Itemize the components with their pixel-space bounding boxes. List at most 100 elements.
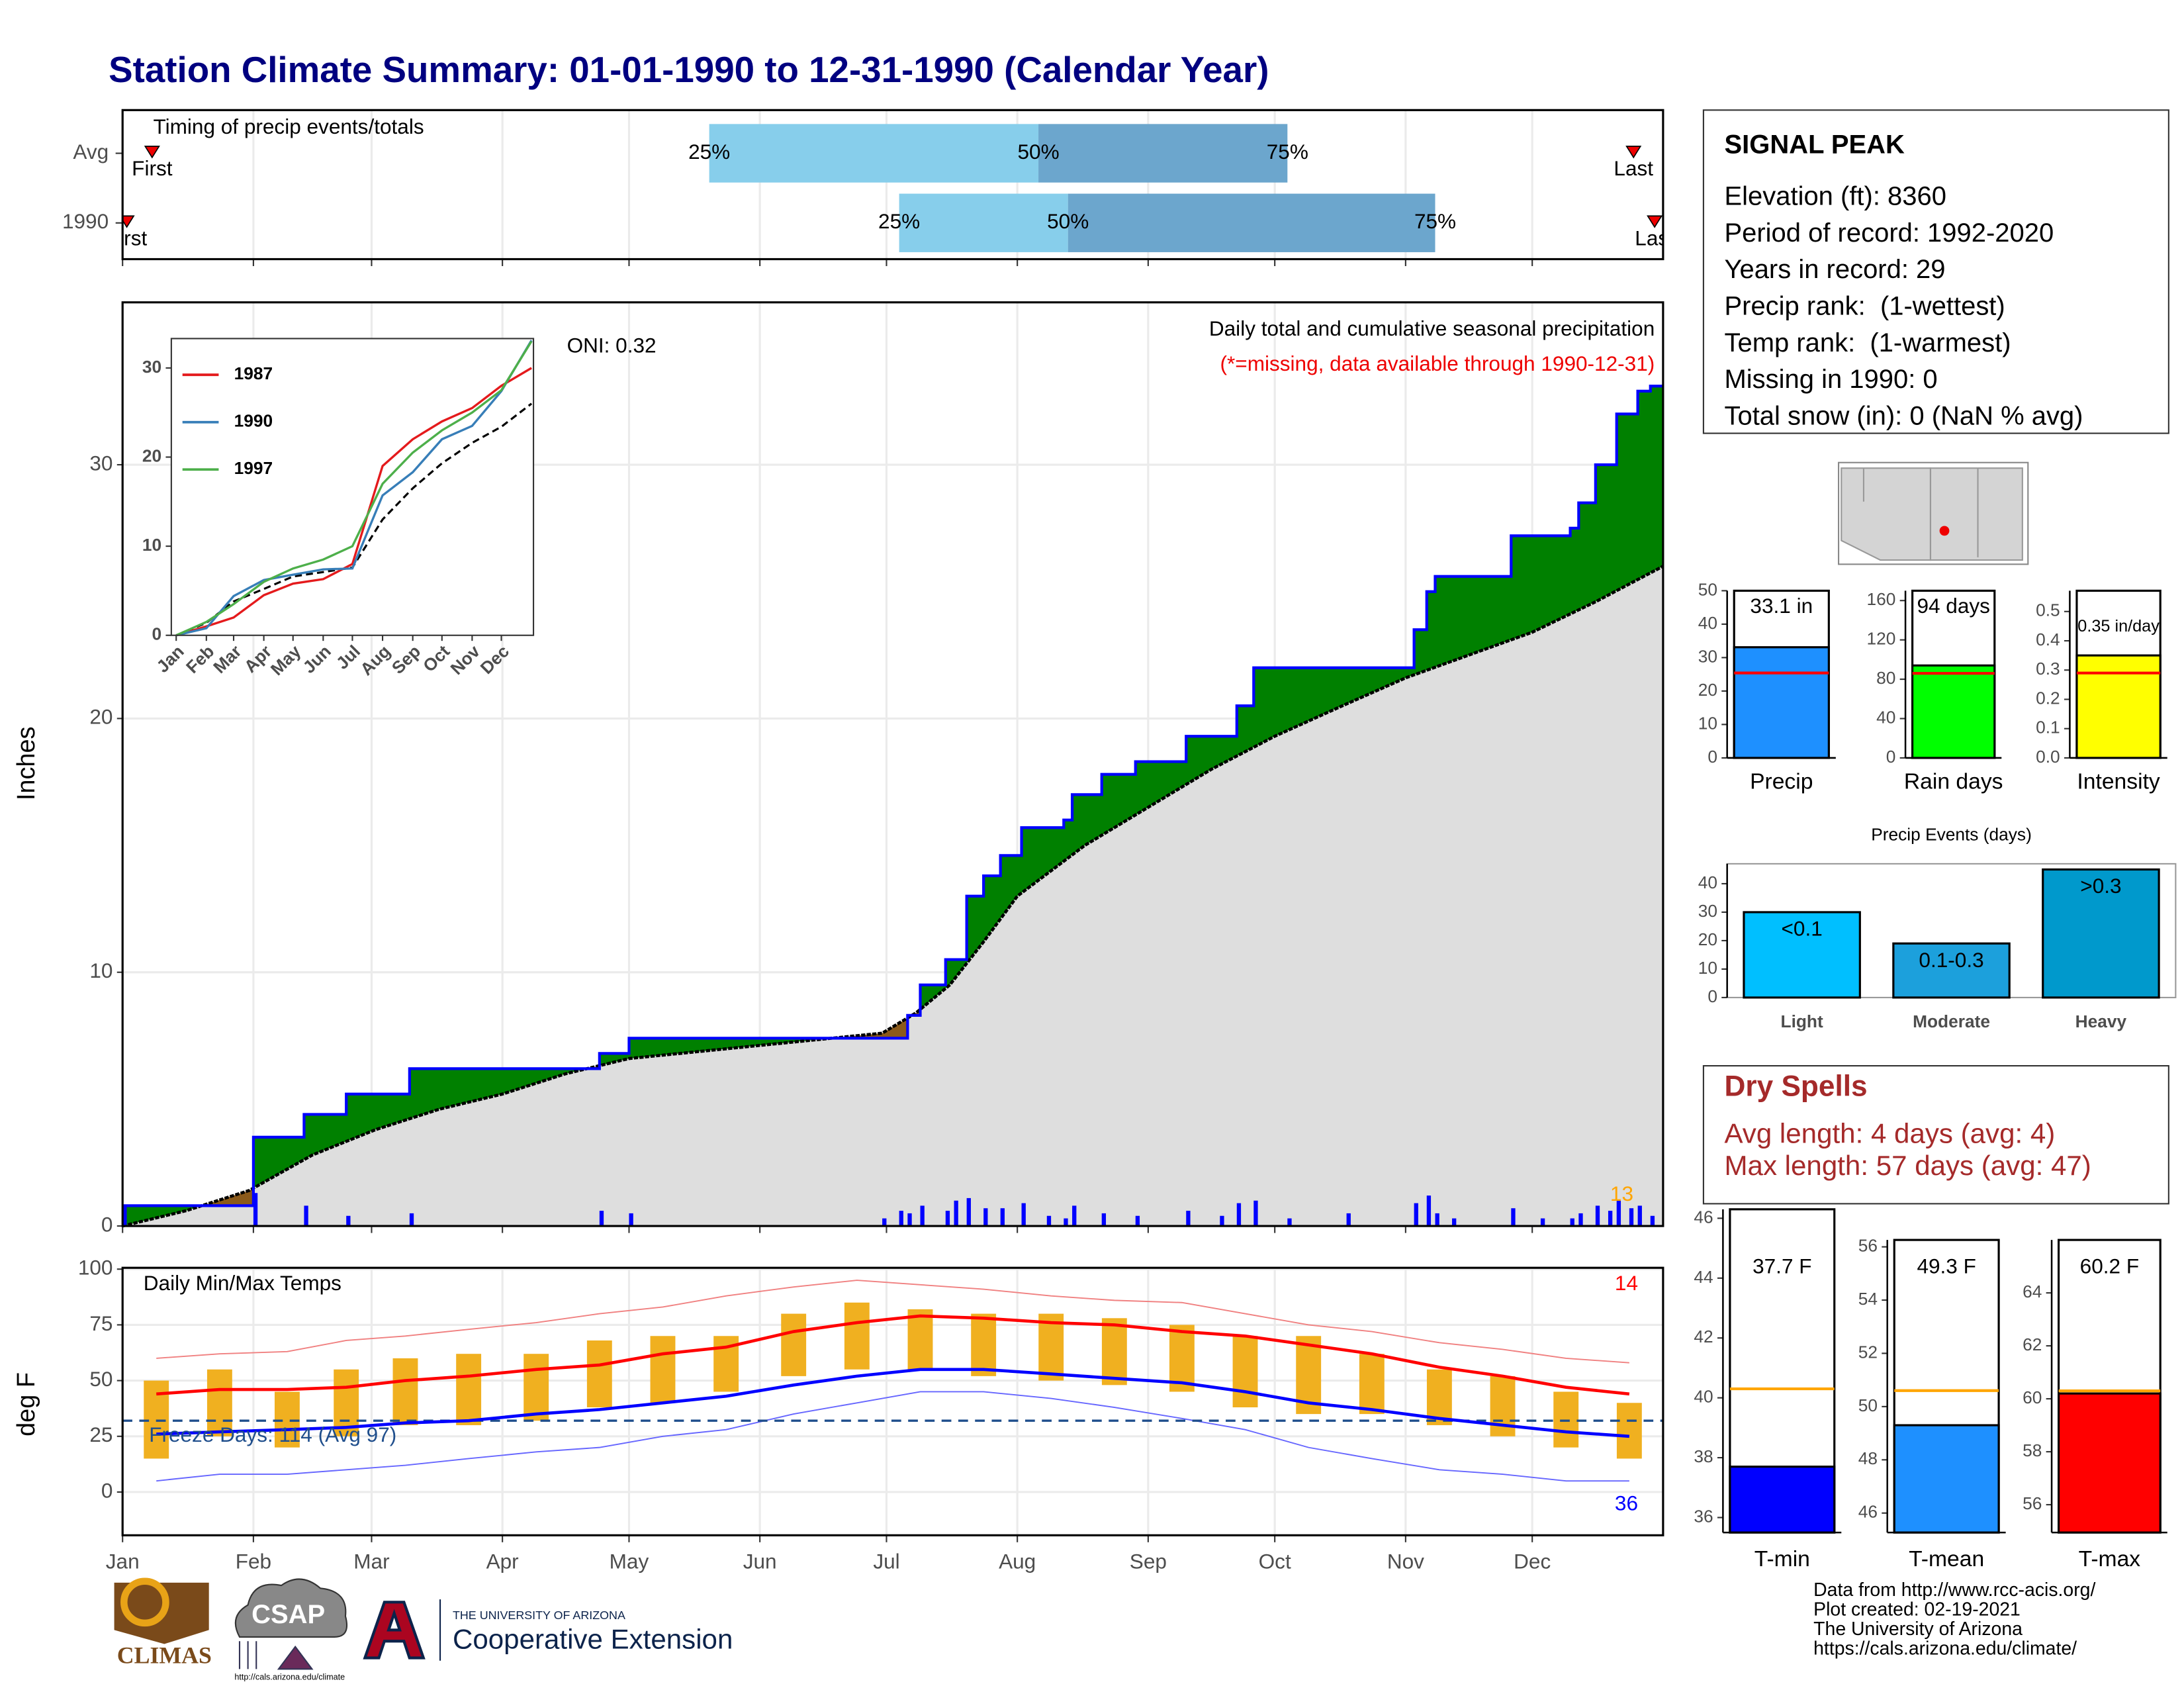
footer-line: Data from http://www.rcc-acis.org/ [1813,1579,2095,1601]
y-tick-label: 10 [142,535,161,555]
daily-bar [1595,1205,1600,1227]
station-line: Temp rank: (1-warmest) [1724,328,2011,357]
y-tick-label: 0.4 [2036,630,2060,649]
quartile-label: 25% [878,209,920,233]
quartile-bar [1038,124,1288,183]
observed-line [122,385,1663,1207]
x-tick-label: Dec [1514,1550,1551,1573]
daily-range [1169,1325,1195,1392]
university-label: THE UNIVERSITY OF ARIZONA [453,1609,625,1622]
daily-bar [966,1197,971,1227]
legend-label: 1987 [234,363,273,383]
y-tick-label: 30 [1698,646,1717,666]
daily-bar [1220,1215,1224,1227]
y-tick-label: 0 [1707,986,1717,1006]
corner-label: 13 [1610,1182,1633,1205]
y-tick-label: 20 [1698,680,1717,700]
quartile-label: 50% [1047,209,1089,233]
station-dot [1939,526,1950,536]
daily-bar [983,1208,988,1227]
avg-min-line [156,1368,1630,1438]
daily-range [650,1336,676,1403]
bar [1911,664,1996,759]
daily-bar [1000,1208,1005,1227]
bar [1733,646,1830,759]
footer-line: https://cals.arizona.edu/climate/ [1813,1638,2077,1659]
x-tick-label: Jul [873,1550,899,1573]
station-lines: Elevation (ft): 8360 Period of record: 19… [1724,181,2083,430]
row-label: Avg [73,140,109,164]
record-max-line [156,1280,1629,1364]
avg-max-line [156,1314,1630,1396]
daily-range [844,1302,870,1370]
daily-bar [1637,1205,1642,1227]
y-tick-label: 44 [1694,1267,1713,1287]
footer-line: Plot created: 02-19-2021 [1813,1599,2021,1620]
y-tick-label: 25 [89,1423,113,1446]
y-tick-label: 0 [101,1212,113,1236]
bin-label: 0.1-0.3 [1919,948,1983,972]
daily-bar [945,1211,950,1227]
daily-bar [253,1193,258,1227]
event-label: Last [1635,226,1674,250]
category-label: Rain days [1904,770,2003,794]
y-tick-label: 0 [1707,747,1717,767]
station-box [1702,109,2169,434]
x-tick-label: Oct [1259,1550,1291,1573]
low-count: 36 [1615,1491,1638,1515]
bar [1729,1466,1836,1534]
freeze-label: Freeze Days: 114 (Avg 97) [149,1423,396,1446]
y-tick-label: 0.5 [2036,600,2060,620]
climas-label: CLIMAS [117,1642,212,1669]
csap-cloud [234,1578,348,1638]
y-tick-label: 30 [142,357,161,377]
event-label: Last [1614,156,1653,180]
extension-label: Cooperative Extension [453,1623,733,1654]
y-tick-label: 30 [89,451,113,475]
series-line [175,340,533,637]
category-label: Heavy [2075,1011,2127,1031]
series-line [175,340,533,637]
y-tick-label: 20 [89,705,113,729]
y-tick-label: 40 [1876,707,1895,727]
daily-bar [1452,1218,1457,1227]
daily-range [1616,1403,1642,1459]
bin-label: <0.1 [1781,917,1822,941]
daily-bar [1616,1200,1621,1227]
y-tick-label: 40 [1694,1387,1713,1407]
event-marker [1647,215,1663,228]
x-tick-label: Mar [353,1550,389,1573]
daily-bar [1414,1203,1418,1227]
y-tick-label: 0 [101,1478,113,1502]
y-tick-label: 40 [1698,872,1717,892]
daily-bar [1101,1213,1107,1227]
value-label: 0.35 in/day [2077,617,2160,635]
y-tick-label: 20 [1698,929,1717,949]
x-tick-label: Sep [1130,1550,1167,1573]
x-tick-label: Nov [1387,1550,1424,1573]
daily-bar [1253,1200,1258,1227]
y-tick-label: 56 [2023,1493,2042,1513]
daily-bar [346,1215,351,1227]
y-tick-label: 75 [89,1311,113,1335]
station-line: Precip rank: (1-wettest) [1724,292,2005,321]
daily-bar [122,1205,127,1227]
y-tick-label: 62 [2023,1335,2042,1354]
annotation: ONI: 0.32 [567,333,657,357]
x-tick-label: Aug [999,1550,1036,1573]
daily-bar [1135,1215,1140,1227]
y-tick-label: 50 [89,1367,113,1391]
y-tick-label: 80 [1876,668,1895,688]
daily-range [1232,1336,1258,1408]
daily-range [206,1369,232,1436]
y-tick-label: 38 [1694,1446,1713,1466]
x-tick-label: Jan [106,1550,140,1573]
daily-bar [882,1218,887,1227]
station-line: Period of record: 1992-2020 [1724,218,2054,248]
logos: CLIMAS CSAP http://cals.arizona.edu/clim… [114,1577,733,1681]
x-tick-label: Apr [486,1550,519,1573]
station-line: Elevation (ft): 8360 [1724,181,1946,211]
high-count: 14 [1615,1271,1638,1295]
quartile-label: 75% [1267,140,1308,164]
dry-spell-line: Avg length: 4 days (avg: 4) [1724,1117,2055,1149]
